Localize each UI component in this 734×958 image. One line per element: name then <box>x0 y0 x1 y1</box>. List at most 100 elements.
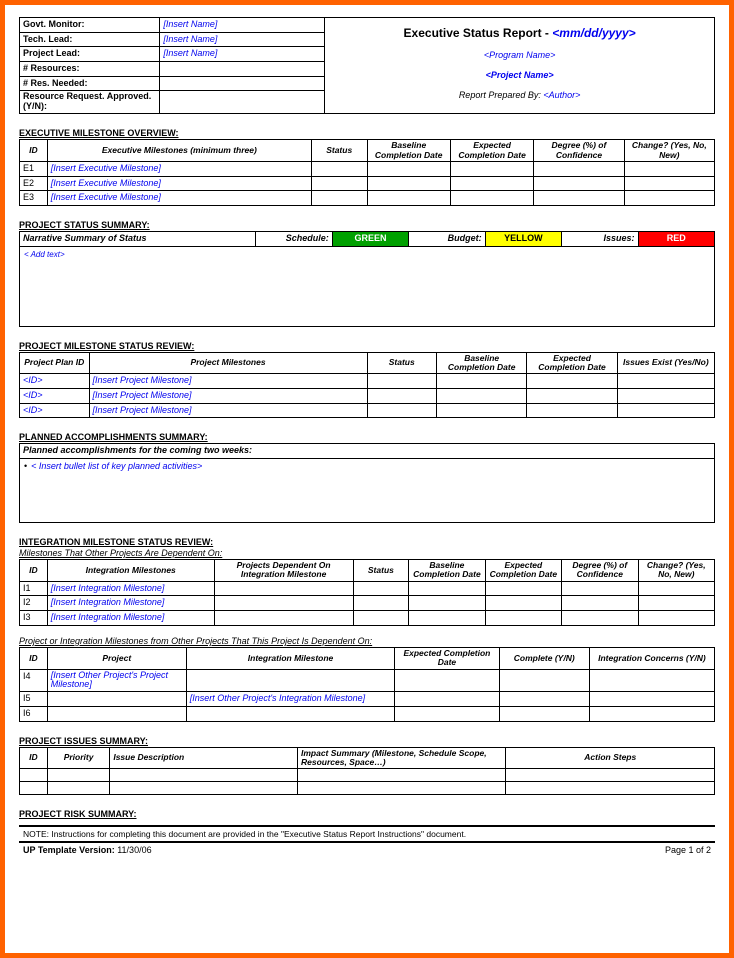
header-right: Executive Status Report - <mm/dd/yyyy> <… <box>325 17 715 114</box>
footer-note: NOTE: Instructions for completing this d… <box>19 825 715 842</box>
col-confidence: Degree (%) of Confidence <box>534 140 624 162</box>
i4-proj: [Insert Other Project's Project Mileston… <box>47 669 186 692</box>
accomp-title: PLANNED ACCOMPLISHMENTS SUMMARY: <box>19 432 715 442</box>
request-approved-label: Resource Request. Approved. (Y/N): <box>20 91 160 114</box>
header-fields-table: Govt. Monitor: [Insert Name] Tech. Lead:… <box>19 17 325 114</box>
e3-id: E3 <box>20 191 48 206</box>
govt-monitor-value: [Insert Name] <box>160 18 325 33</box>
num-resources-label: # Resources: <box>20 62 160 77</box>
i5-mil: [Insert Other Project's Integration Mile… <box>186 692 395 707</box>
e2-id: E2 <box>20 176 48 191</box>
document-frame: Govt. Monitor: [Insert Name] Tech. Lead:… <box>0 0 734 958</box>
num-resources-value <box>160 62 325 77</box>
footer-line: UP Template Version: 11/30/06 Page 1 of … <box>19 842 715 857</box>
i2-id: I2 <box>20 596 48 611</box>
ic1-dep: Projects Dependent On Integration Milest… <box>214 560 353 582</box>
integration-table2: ID Project Integration Milestone Expecte… <box>19 647 715 722</box>
document-body: Govt. Monitor: [Insert Name] Tech. Lead:… <box>19 17 715 857</box>
budget-label: Budget: <box>409 231 485 246</box>
e2-val: [Insert Executive Milestone] <box>47 176 311 191</box>
issues-label: Issues: <box>562 231 638 246</box>
e3-val: [Insert Executive Milestone] <box>47 191 311 206</box>
prepared-by: Report Prepared By: <Author> <box>331 90 708 100</box>
footer-version-label: UP Template Version: <box>23 845 115 855</box>
col-status: Status <box>311 140 367 162</box>
col-pm-baseline: Baseline Completion Date <box>437 352 527 374</box>
accomp-subtitle: Planned accomplishments for the coming t… <box>20 444 715 459</box>
schedule-label: Schedule: <box>256 231 332 246</box>
pm3-id: <ID> <box>20 403 90 418</box>
is-id: ID <box>20 747 48 769</box>
issues-table: ID Priority Issue Description Impact Sum… <box>19 747 715 796</box>
ic1-conf: Degree (%) of Confidence <box>562 560 638 582</box>
header-row: Govt. Monitor: [Insert Name] Tech. Lead:… <box>19 17 715 114</box>
prepared-by-value: <Author> <box>543 90 580 100</box>
title-date: <mm/dd/yyyy> <box>552 26 635 40</box>
pm3-val: [Insert Project Milestone] <box>89 403 367 418</box>
e1-val: [Insert Executive Milestone] <box>47 161 311 176</box>
i4-mil <box>186 669 395 692</box>
i6-proj <box>47 707 186 722</box>
i1-id: I1 <box>20 581 48 596</box>
ic2-id: ID <box>20 647 48 669</box>
pm1-val: [Insert Project Milestone] <box>89 374 367 389</box>
integration-title: INTEGRATION MILESTONE STATUS REVIEW: <box>19 537 715 547</box>
col-pm: Project Milestones <box>89 352 367 374</box>
ic1-id: ID <box>20 560 48 582</box>
request-approved-value <box>160 91 325 114</box>
program-name: <Program Name> <box>331 50 708 60</box>
footer-version-value: 11/30/06 <box>117 845 151 855</box>
accomp-header: Planned accomplishments for the coming t… <box>19 443 715 459</box>
i5-proj <box>47 692 186 707</box>
is-desc: Issue Description <box>110 747 298 769</box>
integration-sub1: Milestones That Other Projects Are Depen… <box>19 548 715 558</box>
tech-lead-value: [Insert Name] <box>160 32 325 47</box>
integration-table1: ID Integration Milestones Projects Depen… <box>19 559 715 626</box>
ic1-mil: Integration Milestones <box>47 560 214 582</box>
milestone-review-title: PROJECT MILESTONE STATUS REVIEW: <box>19 341 715 351</box>
tech-lead-label: Tech. Lead: <box>20 32 160 47</box>
exec-overview-table: ID Executive Milestones (minimum three) … <box>19 139 715 206</box>
milestone-review-table: Project Plan ID Project Milestones Statu… <box>19 352 715 419</box>
report-title: Executive Status Report - <mm/dd/yyyy> <box>331 26 708 40</box>
add-text: < Add text> <box>24 250 65 259</box>
project-name: <Project Name> <box>331 70 708 80</box>
ic2-proj: Project <box>47 647 186 669</box>
i3-id: I3 <box>20 611 48 626</box>
ic2-conc: Integration Concerns (Y/N) <box>589 647 714 669</box>
pm1-id: <ID> <box>20 374 90 389</box>
num-needed-label: # Res. Needed: <box>20 76 160 91</box>
col-change: Change? (Yes, No, New) <box>624 140 714 162</box>
project-lead-value: [Insert Name] <box>160 47 325 62</box>
col-pm-status: Status <box>367 352 437 374</box>
ic1-change: Change? (Yes, No, New) <box>638 560 715 582</box>
num-needed-value <box>160 76 325 91</box>
issues-value: RED <box>638 231 715 246</box>
col-baseline: Baseline Completion Date <box>367 140 450 162</box>
narrative-box: < Add text> <box>19 247 715 327</box>
i4-id: I4 <box>20 669 48 692</box>
title-label: Executive Status Report - <box>404 26 553 40</box>
accomp-box: •< Insert bullet list of key planned act… <box>19 459 715 523</box>
i6-mil <box>186 707 395 722</box>
i2-val: [Insert Integration Milestone] <box>47 596 214 611</box>
status-summary-title: PROJECT STATUS SUMMARY: <box>19 220 715 230</box>
issues-title: PROJECT ISSUES SUMMARY: <box>19 736 715 746</box>
is-action: Action Steps <box>506 747 715 769</box>
header-left: Govt. Monitor: [Insert Name] Tech. Lead:… <box>19 17 325 114</box>
ic2-comp: Complete (Y/N) <box>499 647 589 669</box>
i6-id: I6 <box>20 707 48 722</box>
is-pri: Priority <box>47 747 110 769</box>
ic1-exp: Expected Completion Date <box>485 560 561 582</box>
footer-page: Page 1 of 2 <box>665 845 711 855</box>
i5-id: I5 <box>20 692 48 707</box>
project-lead-label: Project Lead: <box>20 47 160 62</box>
ic1-status: Status <box>353 560 409 582</box>
accomp-bullet: < Insert bullet list of key planned acti… <box>31 461 202 471</box>
status-summary-table: Narrative Summary of Status Schedule: GR… <box>19 231 715 247</box>
budget-value: YELLOW <box>485 231 561 246</box>
govt-monitor-label: Govt. Monitor: <box>20 18 160 33</box>
col-expected: Expected Completion Date <box>450 140 533 162</box>
prepared-by-label: Report Prepared By: <box>459 90 544 100</box>
is-impact: Impact Summary (Milestone, Schedule Scop… <box>297 747 506 769</box>
